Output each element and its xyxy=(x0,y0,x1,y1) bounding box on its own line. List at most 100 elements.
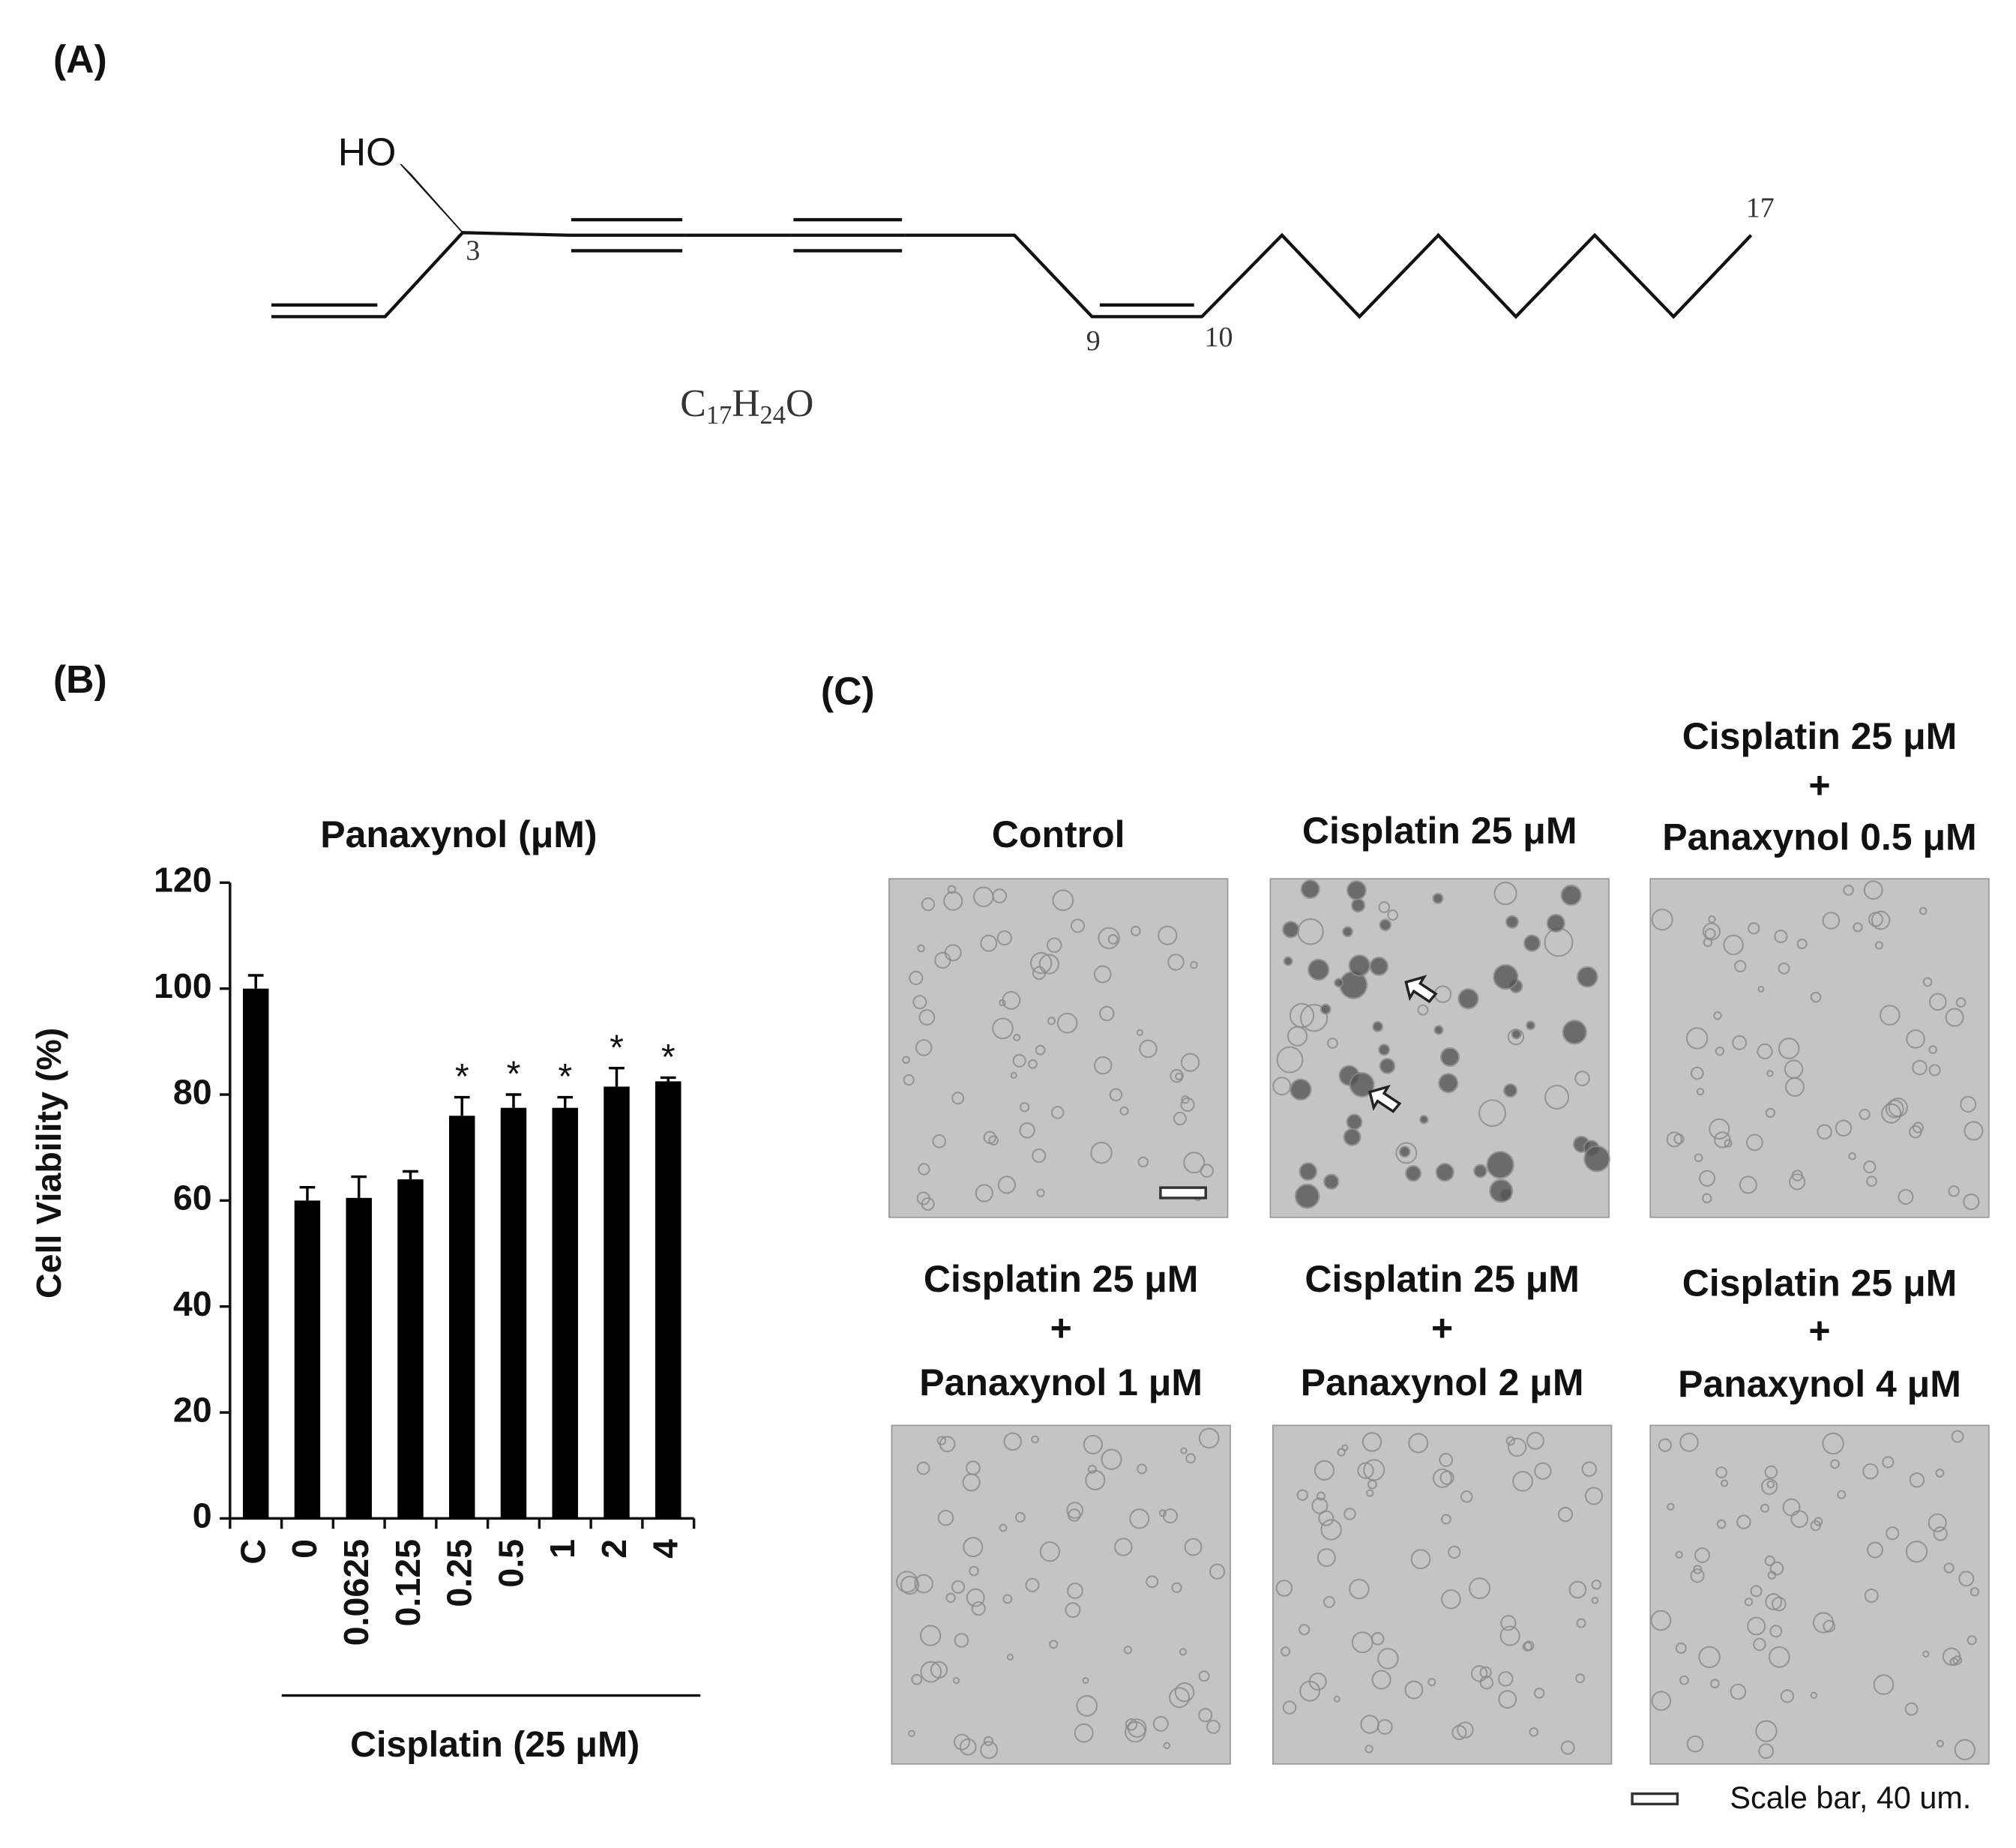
cell xyxy=(919,1625,942,1646)
cell xyxy=(1025,1577,1040,1592)
cell xyxy=(1503,1083,1518,1098)
cell xyxy=(1190,960,1198,969)
cell xyxy=(1198,1708,1213,1723)
cell xyxy=(1862,1463,1879,1480)
cell xyxy=(1970,1587,1980,1597)
cell xyxy=(1784,1077,1805,1097)
cell xyxy=(1698,1646,1721,1669)
cell xyxy=(1699,1170,1716,1187)
cell xyxy=(1457,988,1479,1010)
cell xyxy=(1181,1095,1190,1104)
cell xyxy=(1294,1183,1320,1209)
cell xyxy=(1180,1097,1195,1113)
cell xyxy=(1867,1541,1883,1559)
cell xyxy=(1919,906,1928,915)
cell xyxy=(1125,1718,1138,1731)
cell xyxy=(1651,1691,1672,1712)
cell xyxy=(1507,1028,1525,1046)
cell xyxy=(1955,997,1967,1008)
cell xyxy=(900,1575,920,1595)
cell xyxy=(1583,1145,1610,1173)
x-tick-label: 4 xyxy=(646,1539,685,1559)
cell xyxy=(1049,1640,1059,1649)
chart-title: Panaxynol (μM) xyxy=(320,813,597,855)
cell xyxy=(1039,1541,1061,1562)
cell xyxy=(1346,880,1367,900)
error-bar xyxy=(505,1093,522,1108)
micrograph xyxy=(1272,1424,1613,1765)
cell xyxy=(1507,1437,1527,1457)
cell xyxy=(1070,918,1086,933)
cell xyxy=(912,995,927,1010)
atom-label: 9 xyxy=(1086,325,1101,357)
cell xyxy=(1440,1514,1451,1525)
micrograph-title: Panaxynol 0.5 μM xyxy=(1662,816,1976,858)
cell xyxy=(1185,1453,1197,1464)
cell xyxy=(1747,1616,1766,1636)
cell xyxy=(1523,934,1541,952)
cell xyxy=(1318,1510,1335,1526)
cell xyxy=(1342,926,1353,938)
cell xyxy=(902,1056,910,1065)
cell xyxy=(1650,1610,1672,1631)
cell xyxy=(963,1537,984,1558)
cell xyxy=(1734,960,1747,973)
cell xyxy=(920,1661,942,1683)
cell xyxy=(1067,1583,1083,1599)
cell xyxy=(1317,1548,1336,1568)
cell xyxy=(1778,962,1790,975)
x-tick-label: 0.5 xyxy=(491,1539,530,1588)
cell xyxy=(1002,1594,1013,1604)
cell xyxy=(1817,1124,1832,1140)
cell xyxy=(1448,1545,1461,1559)
cell xyxy=(1764,1555,1775,1567)
cell xyxy=(1713,1011,1722,1020)
cell xyxy=(1764,1465,1778,1479)
cell xyxy=(1398,1146,1411,1158)
cell xyxy=(936,1436,947,1445)
cell xyxy=(903,1074,915,1086)
cell xyxy=(1405,1165,1422,1182)
cell xyxy=(980,934,998,952)
cell xyxy=(1158,1509,1167,1517)
micrograph-title: Control xyxy=(992,813,1125,855)
cell xyxy=(1101,1448,1122,1470)
cell xyxy=(1949,1657,1958,1667)
cell xyxy=(1724,1139,1733,1148)
error-bar xyxy=(351,1175,367,1198)
cell xyxy=(1308,958,1330,981)
wedge-bond xyxy=(400,163,463,233)
cell xyxy=(1093,965,1112,984)
scale-bar-label: Scale bar, 40 um. xyxy=(1730,1781,1971,1815)
cell xyxy=(1047,1017,1056,1026)
cell xyxy=(1003,1432,1023,1451)
cell xyxy=(1349,1578,1370,1600)
cell xyxy=(1758,1743,1775,1760)
cell xyxy=(1715,1466,1727,1478)
cell xyxy=(1074,1723,1094,1743)
cell xyxy=(1863,880,1883,900)
cell xyxy=(975,1184,993,1203)
cell xyxy=(1574,1071,1590,1086)
cell xyxy=(1379,918,1391,931)
cell xyxy=(915,1039,933,1056)
bar xyxy=(552,1107,578,1519)
cell xyxy=(1432,892,1444,904)
cell xyxy=(1679,1675,1689,1685)
cell xyxy=(917,944,926,953)
cell xyxy=(921,897,936,912)
cell xyxy=(1964,1121,1984,1141)
cell xyxy=(951,1580,966,1594)
x-tick-label: 0 xyxy=(285,1539,324,1559)
y-tick-label: 40 xyxy=(173,1284,212,1323)
cell xyxy=(1028,1059,1038,1069)
cell xyxy=(1796,938,1808,950)
cell xyxy=(1090,1141,1113,1164)
cell xyxy=(1087,1464,1097,1474)
cell xyxy=(992,1017,1014,1040)
cell xyxy=(1906,1029,1925,1049)
cell xyxy=(1470,1665,1488,1682)
cell xyxy=(1493,964,1519,990)
cell xyxy=(1546,913,1565,933)
error-bar xyxy=(247,974,264,989)
